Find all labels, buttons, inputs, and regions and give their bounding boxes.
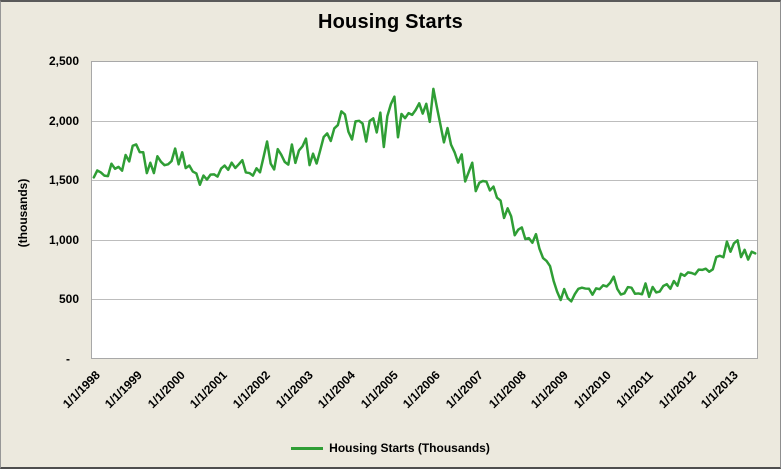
x-tick-label: 1/1/2001 (187, 368, 231, 411)
x-tick-label: 1/1/1998 (59, 368, 103, 411)
gridline (92, 180, 757, 182)
y-tick-label: 1,000 (48, 233, 79, 247)
gridline (92, 239, 757, 241)
x-tick-label: 1/1/2007 (442, 368, 486, 411)
x-tick-label: 1/1/2008 (485, 368, 529, 411)
y-tick-label: 2,000 (48, 114, 79, 128)
y-tick-label: 2,500 (48, 54, 79, 68)
x-tick-label: 1/1/1999 (102, 368, 146, 411)
x-tick-label: 1/1/2009 (528, 368, 571, 411)
chart-title: Housing Starts (317, 11, 464, 33)
x-tick-label: 1/1/2010 (570, 368, 614, 411)
x-tick-label: 1/1/2012 (655, 368, 699, 411)
y-tick-label: 500 (58, 292, 79, 306)
x-tick-label: 1/1/2005 (357, 368, 401, 411)
x-tick-label: 1/1/2004 (315, 368, 359, 411)
gridline (92, 298, 757, 300)
housing-starts-line-series (92, 87, 757, 303)
x-tick-label: 1/1/2011 (613, 368, 657, 411)
x-tick-label: 1/1/2006 (400, 368, 444, 411)
y-tick-label: 1,500 (48, 173, 79, 187)
x-tick-label: 1/1/2003 (272, 368, 316, 411)
legend-line-swatch (291, 446, 324, 450)
y-tick-label: - (66, 352, 70, 366)
legend: Housing Starts (Thousands) (1, 441, 780, 455)
x-tick-label: 1/1/2002 (230, 368, 273, 411)
x-tick-label: 1/1/2013 (698, 368, 742, 411)
x-tick-label: 1/1/2000 (144, 368, 188, 411)
gridline (92, 121, 757, 123)
legend-label: Housing Starts (Thousands) (329, 441, 490, 455)
plot-area (91, 61, 758, 359)
